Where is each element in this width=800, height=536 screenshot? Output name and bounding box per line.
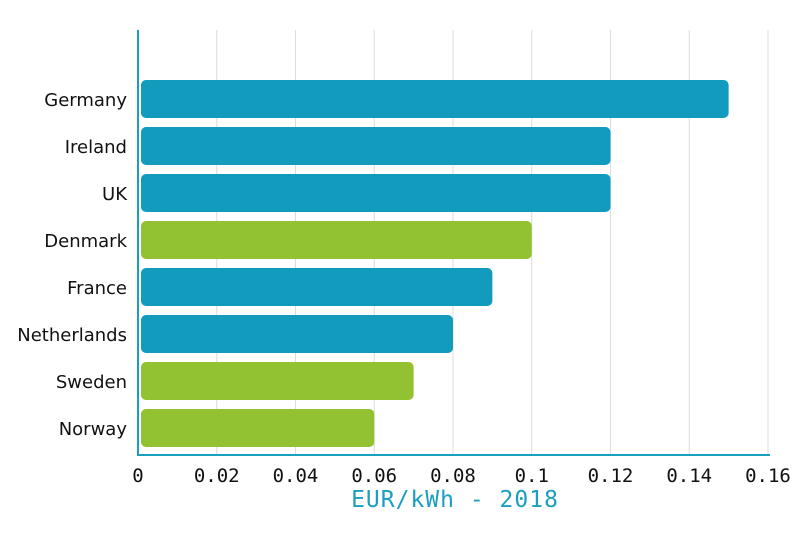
category-label: Germany [44, 90, 127, 111]
x-tick-label: 0.1 [515, 465, 549, 487]
bar [141, 127, 611, 165]
bar [141, 409, 375, 447]
bar [141, 268, 493, 306]
x-axis-label: EUR/kWh - 2018 [351, 487, 559, 513]
x-tick-label: 0.12 [588, 465, 634, 487]
category-label: Sweden [56, 372, 127, 393]
x-tick-label: 0.08 [430, 465, 476, 487]
x-tick-label: 0 [132, 465, 143, 487]
category-label: Ireland [65, 137, 127, 158]
x-tick-label: 0.04 [273, 465, 319, 487]
x-tick-label: 0.14 [666, 465, 712, 487]
category-label: France [67, 278, 127, 299]
bar [141, 315, 453, 353]
x-tick-labels: 0 0.02 0.04 0.06 0.08 0.1 0.12 0.14 0.16 [132, 465, 791, 487]
category-label: Denmark [44, 231, 127, 252]
category-labels: Germany Ireland UK Denmark France Netherlands… [17, 90, 128, 440]
bar [141, 362, 414, 400]
x-tick-label: 0.02 [194, 465, 240, 487]
bar [141, 80, 729, 118]
category-label: Netherlands [17, 325, 127, 346]
x-tick-label: 0.06 [351, 465, 397, 487]
category-label: UK [102, 184, 128, 205]
bars [141, 80, 729, 447]
x-tick-label: 0.16 [745, 465, 791, 487]
bar [141, 221, 532, 259]
category-label: Norway [59, 419, 128, 440]
bar [141, 174, 611, 212]
